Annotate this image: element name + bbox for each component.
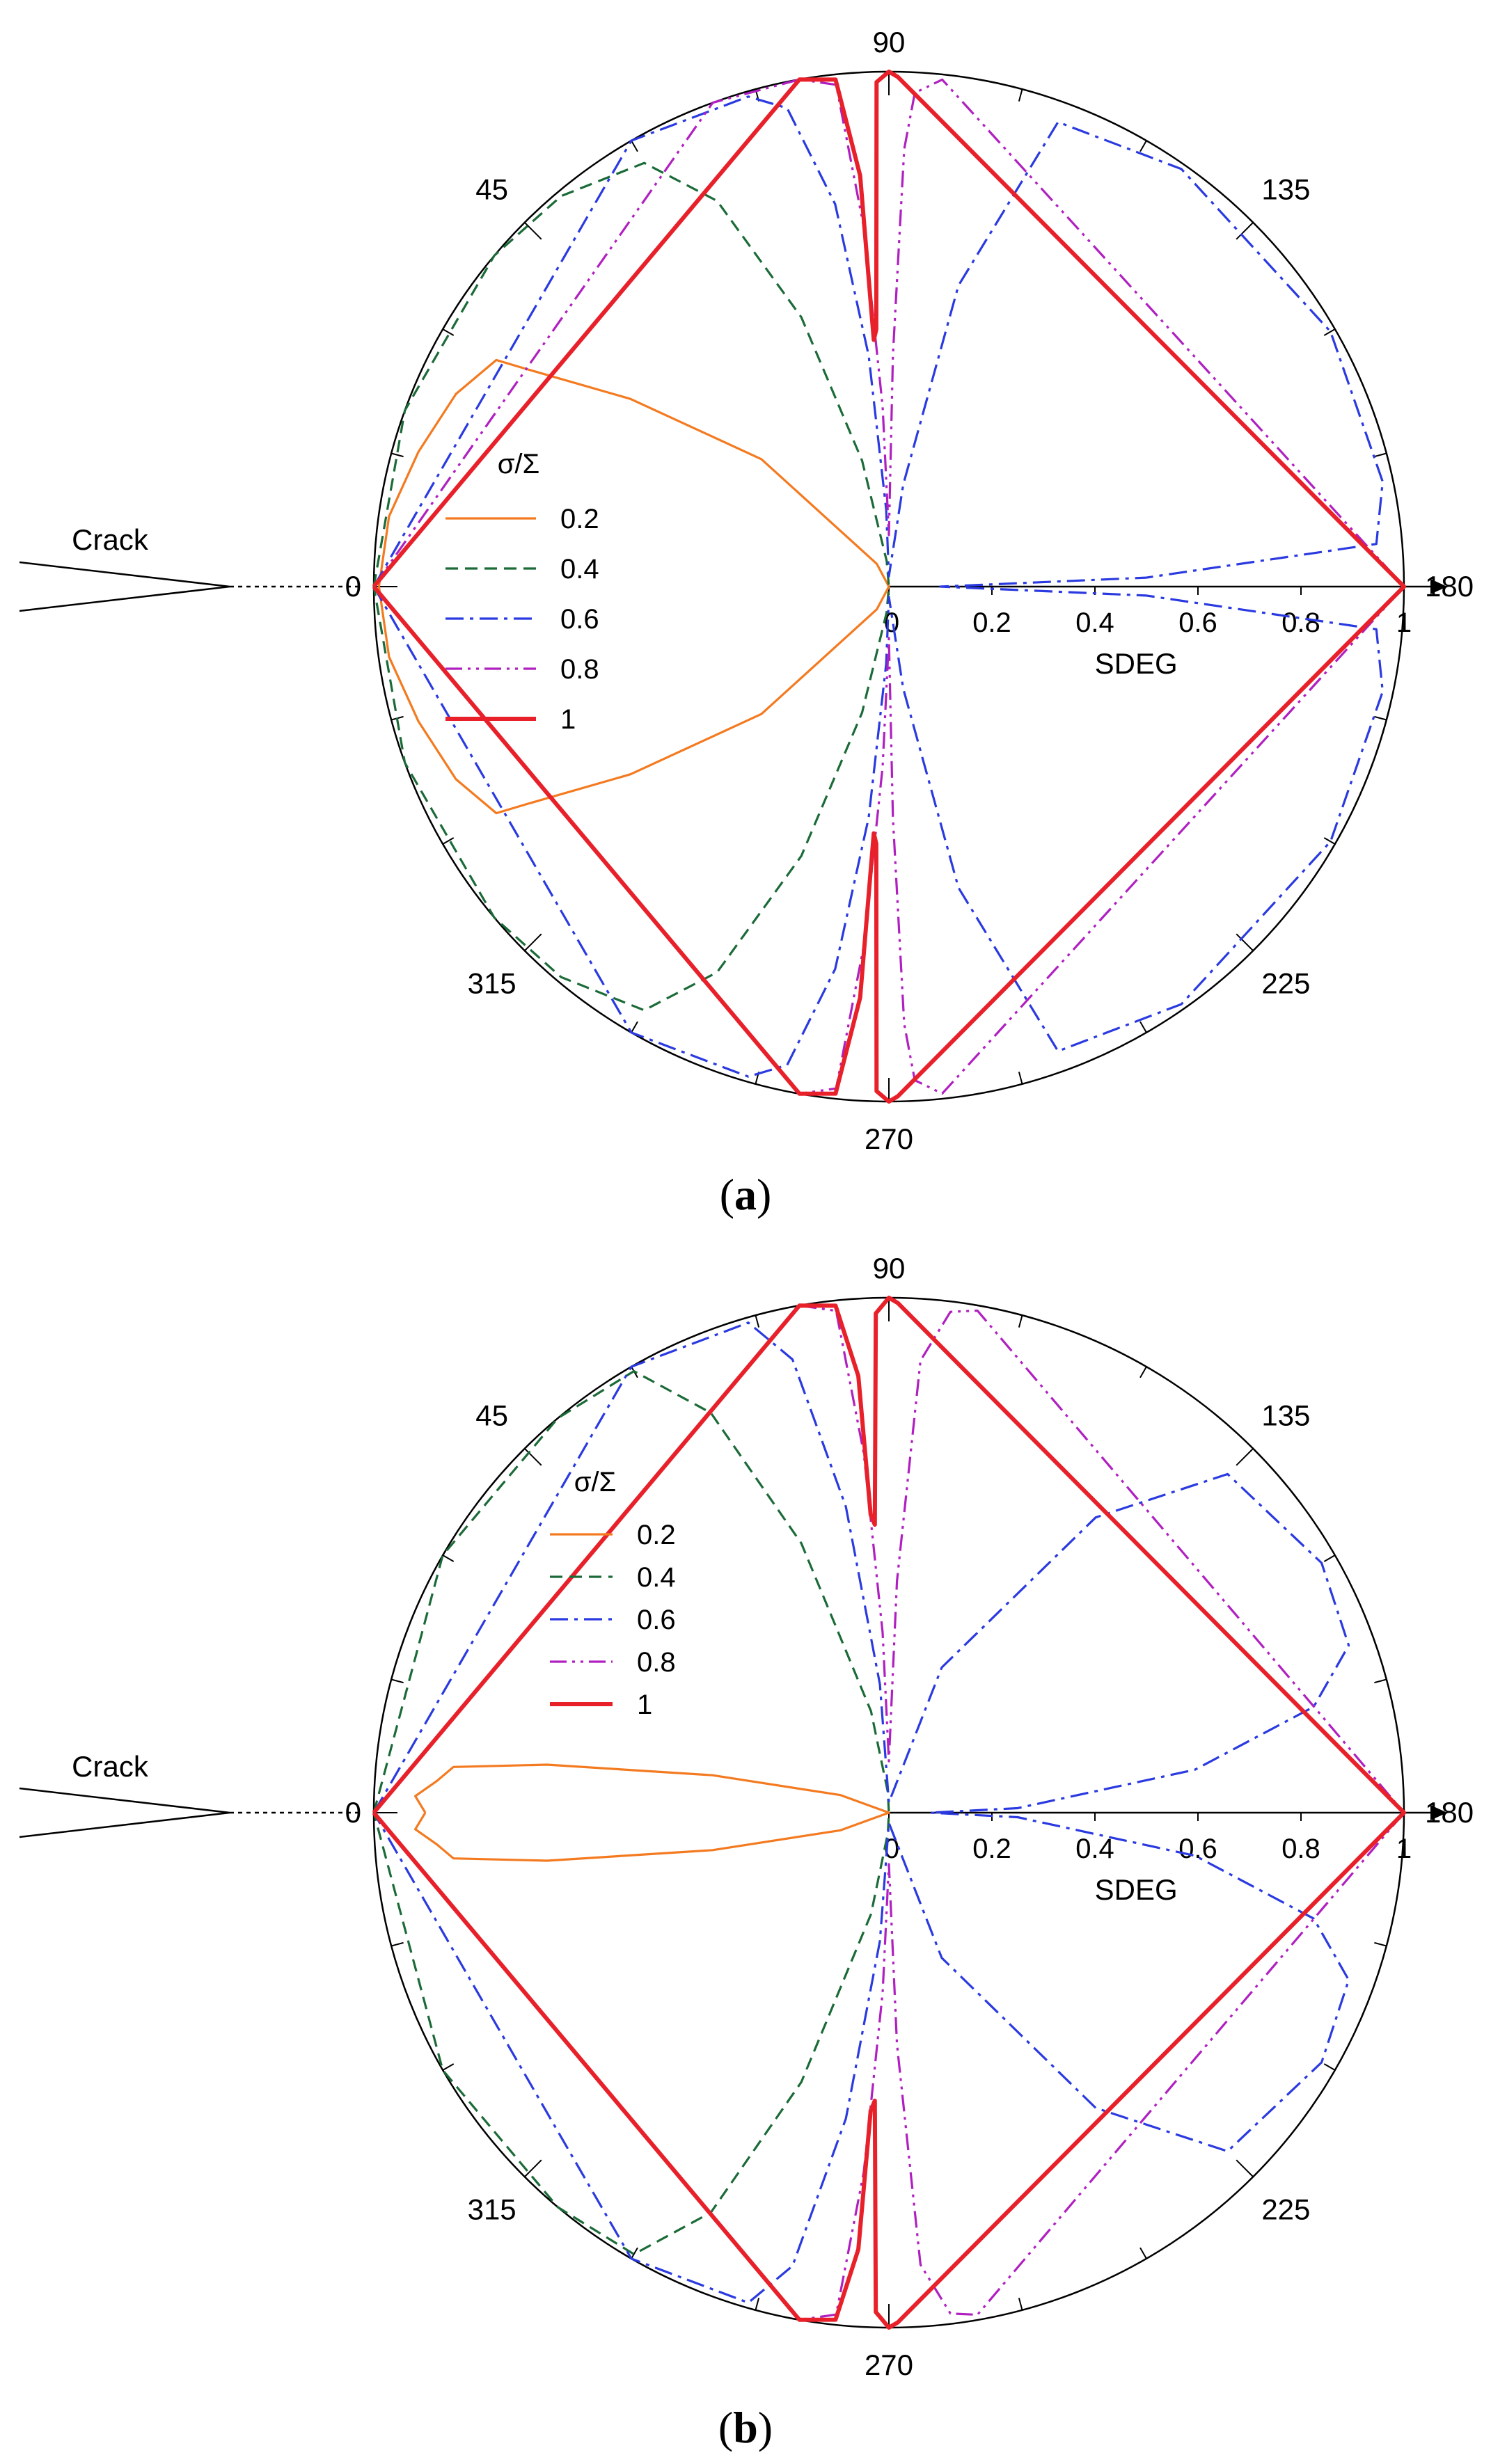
radial-tick-label-1-b: 1 — [1396, 1834, 1412, 1864]
angle-tick-label-0-a: 0 — [345, 570, 361, 603]
angle-minor-tick-210-a — [1323, 837, 1336, 845]
radial-tick-label-0.2-b: 0.2 — [972, 1834, 1011, 1864]
series-curve-0.2-a — [377, 358, 890, 815]
legend-b: σ/Σ 0.2 0.4 0.6 0.8 1 — [550, 1467, 676, 1720]
angle-tick-label-225-a: 225 — [1261, 967, 1310, 999]
radial-tick-label-0.4-b: 0.4 — [1075, 1834, 1114, 1864]
radial-tick-label-0.8-b: 0.8 — [1281, 1834, 1320, 1864]
legend-label-0.2-a: 0.2 — [560, 504, 599, 534]
angle-minor-tick-255-a — [1018, 1072, 1023, 1085]
angle-tick-label-0-b: 0 — [345, 1796, 361, 1829]
angle-minor-tick-75-b — [755, 1314, 760, 1328]
legend-label-0.4-b: 0.4 — [637, 1562, 676, 1593]
angle-minor-tick-105-b — [1018, 1314, 1023, 1328]
angle-major-tick-45-a — [524, 222, 542, 240]
angle-major-tick-315-a — [524, 933, 542, 951]
angle-minor-tick-195-a — [1374, 715, 1387, 721]
angle-minor-tick-330-b — [442, 2063, 455, 2071]
legend-label-0.8-a: 0.8 — [560, 654, 599, 685]
legend-label-0.6-b: 0.6 — [637, 1605, 676, 1635]
series-curve-0.4-b — [372, 1369, 890, 2256]
series-curve-0.2-b — [414, 1763, 890, 1862]
series-curve-0.4-a — [372, 161, 890, 1012]
radial-tick-label-0.8-a: 0.8 — [1281, 607, 1320, 638]
panel-a-label: a — [734, 1170, 757, 1219]
angle-minor-tick-165-b — [1374, 1678, 1387, 1684]
legend-label-0.2-b: 0.2 — [637, 1520, 676, 1550]
angle-major-tick-225-a — [1236, 933, 1254, 951]
angle-tick-label-135-b: 135 — [1261, 1399, 1310, 1432]
radial-axis-title-a: SDEG — [1095, 647, 1178, 680]
angle-minor-tick-195-b — [1374, 1941, 1387, 1947]
angle-minor-tick-300-a — [631, 1021, 638, 1033]
legend-title-a: σ/Σ — [498, 449, 540, 479]
legend-label-0.8-b: 0.8 — [637, 1647, 676, 1678]
angle-minor-tick-345-b — [390, 1941, 404, 1947]
angle-minor-tick-285-b — [755, 2298, 760, 2311]
angle-minor-tick-120-a — [1139, 140, 1147, 152]
angle-minor-tick-150-b — [1323, 1555, 1336, 1562]
angle-tick-label-270-a: 270 — [865, 1122, 913, 1155]
angle-minor-tick-30-b — [442, 1555, 455, 1562]
angle-major-tick-225-b — [1236, 2159, 1254, 2177]
legend-label-0.6-a: 0.6 — [560, 604, 599, 635]
legend-label-0.4-a: 0.4 — [560, 554, 599, 585]
angle-minor-tick-105-a — [1018, 88, 1023, 102]
angle-tick-label-270-b: 270 — [865, 2348, 913, 2381]
radial-axis-arrow-a — [1430, 579, 1447, 594]
series-curve-1-a — [372, 70, 1406, 1104]
angle-tick-label-225-b: 225 — [1261, 2193, 1310, 2225]
angle-minor-tick-240-a — [1139, 1021, 1147, 1033]
radial-tick-label-0.6-b: 0.6 — [1178, 1834, 1217, 1864]
angle-minor-tick-60-a — [631, 140, 638, 152]
legend-a: σ/Σ 0.2 0.4 0.6 0.8 1 — [445, 449, 599, 735]
panel-b-label: b — [733, 2403, 758, 2452]
angle-minor-tick-120-b — [1139, 1366, 1147, 1378]
panel-b-caption: (b) — [718, 2403, 773, 2452]
angle-minor-tick-240-b — [1139, 2247, 1147, 2259]
angle-major-tick-315-b — [524, 2159, 542, 2177]
angle-minor-tick-255-b — [1018, 2298, 1023, 2311]
radial-tick-label-0.4-a: 0.4 — [1075, 607, 1114, 638]
legend-title-b: σ/Σ — [574, 1467, 617, 1497]
series-curve-0.6-b — [372, 1321, 1350, 2304]
radial-axis-arrow-b — [1430, 1805, 1447, 1820]
angle-major-tick-45-b — [524, 1448, 542, 1466]
radial-tick-label-0.2-a: 0.2 — [972, 607, 1011, 638]
series-curve-1-b — [372, 1296, 1406, 2330]
angle-tick-label-45-b: 45 — [475, 1399, 508, 1432]
angle-tick-label-45-a: 45 — [475, 173, 508, 206]
series-curve-0.6-a — [372, 95, 1384, 1078]
angle-tick-label-315-b: 315 — [468, 2193, 516, 2225]
angle-minor-tick-15-a — [390, 452, 404, 458]
crack-label-b: Crack — [72, 1750, 149, 1783]
angle-tick-label-90-a: 90 — [873, 26, 906, 58]
angle-minor-tick-300-b — [631, 2247, 638, 2259]
radial-tick-label-1-a: 1 — [1396, 607, 1412, 638]
angle-minor-tick-15-b — [390, 1678, 404, 1684]
angle-minor-tick-150-a — [1323, 328, 1336, 336]
angle-minor-tick-165-a — [1374, 452, 1387, 458]
angle-tick-label-135-a: 135 — [1261, 173, 1310, 206]
crack-label-a: Crack — [72, 523, 149, 556]
angle-minor-tick-30-a — [442, 328, 455, 336]
radial-tick-label-0.6-a: 0.6 — [1178, 607, 1217, 638]
legend-label-1-b: 1 — [637, 1690, 652, 1720]
legend-label-1-a: 1 — [560, 704, 576, 735]
angle-major-tick-135-b — [1236, 1448, 1254, 1466]
panel-a-caption: (a) — [720, 1170, 772, 1219]
radial-axis-title-b: SDEG — [1095, 1873, 1178, 1906]
angle-minor-tick-210-b — [1323, 2063, 1336, 2071]
angle-major-tick-135-a — [1236, 222, 1254, 240]
angle-tick-label-315-a: 315 — [468, 967, 516, 999]
angle-minor-tick-330-a — [442, 837, 455, 845]
angle-tick-label-90-b: 90 — [873, 1252, 906, 1285]
